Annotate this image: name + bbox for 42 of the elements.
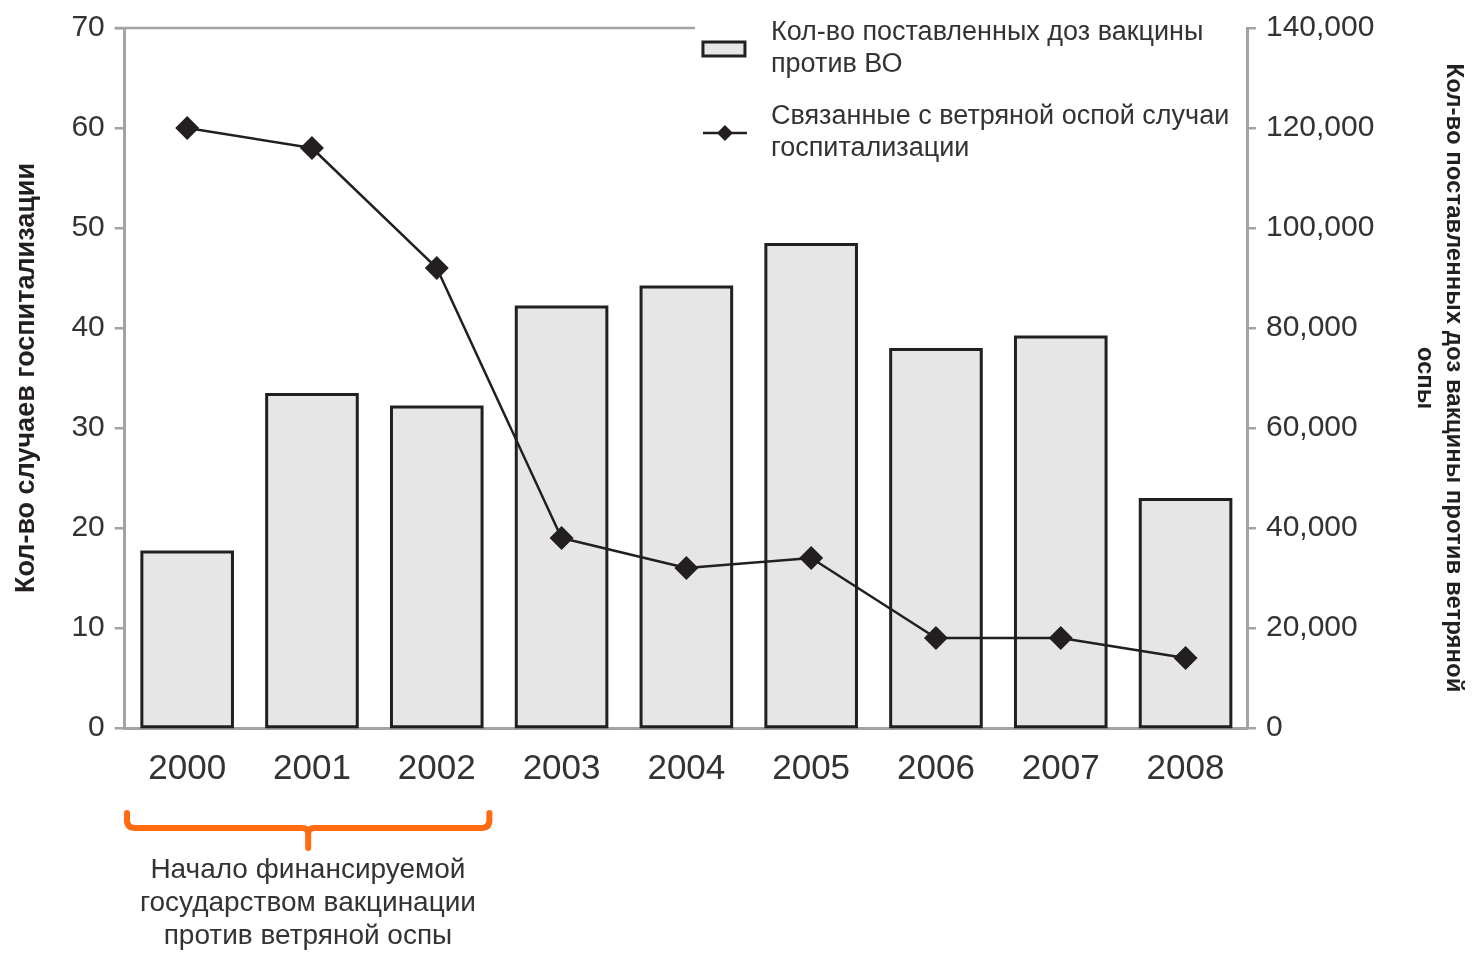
x-tick-label: 2002 [397,746,476,786]
bar [265,393,359,729]
point [175,116,200,140]
point [1048,626,1073,650]
y2-tick-label: 20,000 [1265,609,1358,643]
y2-tick-label: 0 [1265,709,1283,743]
point [674,556,699,580]
x-tick-label: 2000 [148,746,227,786]
x-tick-label: 2008 [1146,746,1225,786]
y-tick-label: 40 [71,309,105,343]
y-tick-label: 60 [71,109,105,143]
y-tick-label: 70 [71,9,105,43]
legend-label: Кол-во поставленных доз вакцины против ВО [770,16,1204,79]
y2-tick-label: 120,000 [1265,109,1375,143]
y2-axis-title: Кол-во поставленных доз вакцины против ветряной оспы [1413,63,1469,693]
x-tick-label: 2001 [273,746,351,786]
y-axis-title: Кол-во случаев госпитализации [9,162,40,594]
x-tick-label: 2003 [522,746,601,786]
point [1173,646,1198,670]
x-tick-label: 2005 [772,746,851,786]
x-tick-label: 2007 [1021,746,1100,786]
y-tick-label: 30 [71,409,105,443]
y-tick-label: 20 [71,509,105,543]
legend-label: Связанные с ветряной оспой случаи госпитализации [770,100,1230,163]
point [549,526,574,550]
point [299,136,324,160]
point [923,626,948,650]
x-tick-label: 2004 [647,746,726,786]
bar [389,405,484,729]
y2-tick-label: 40,000 [1265,509,1358,543]
y-tick-label: 0 [88,709,105,743]
y2-tick-label: 80,000 [1265,309,1358,343]
y2-tick-label: 140,000 [1265,9,1375,43]
point [799,546,824,570]
y-tick-label: 10 [71,609,105,643]
point [424,256,449,280]
y2-tick-label: 60,000 [1265,409,1358,443]
bar [140,550,234,729]
y-tick-label: 50 [71,209,105,243]
text: Начало финансируемой государством вакцинации против ветряной оспы [138,852,477,951]
y2-tick-label: 100,000 [1265,209,1375,243]
x-tick-label: 2006 [897,746,975,786]
